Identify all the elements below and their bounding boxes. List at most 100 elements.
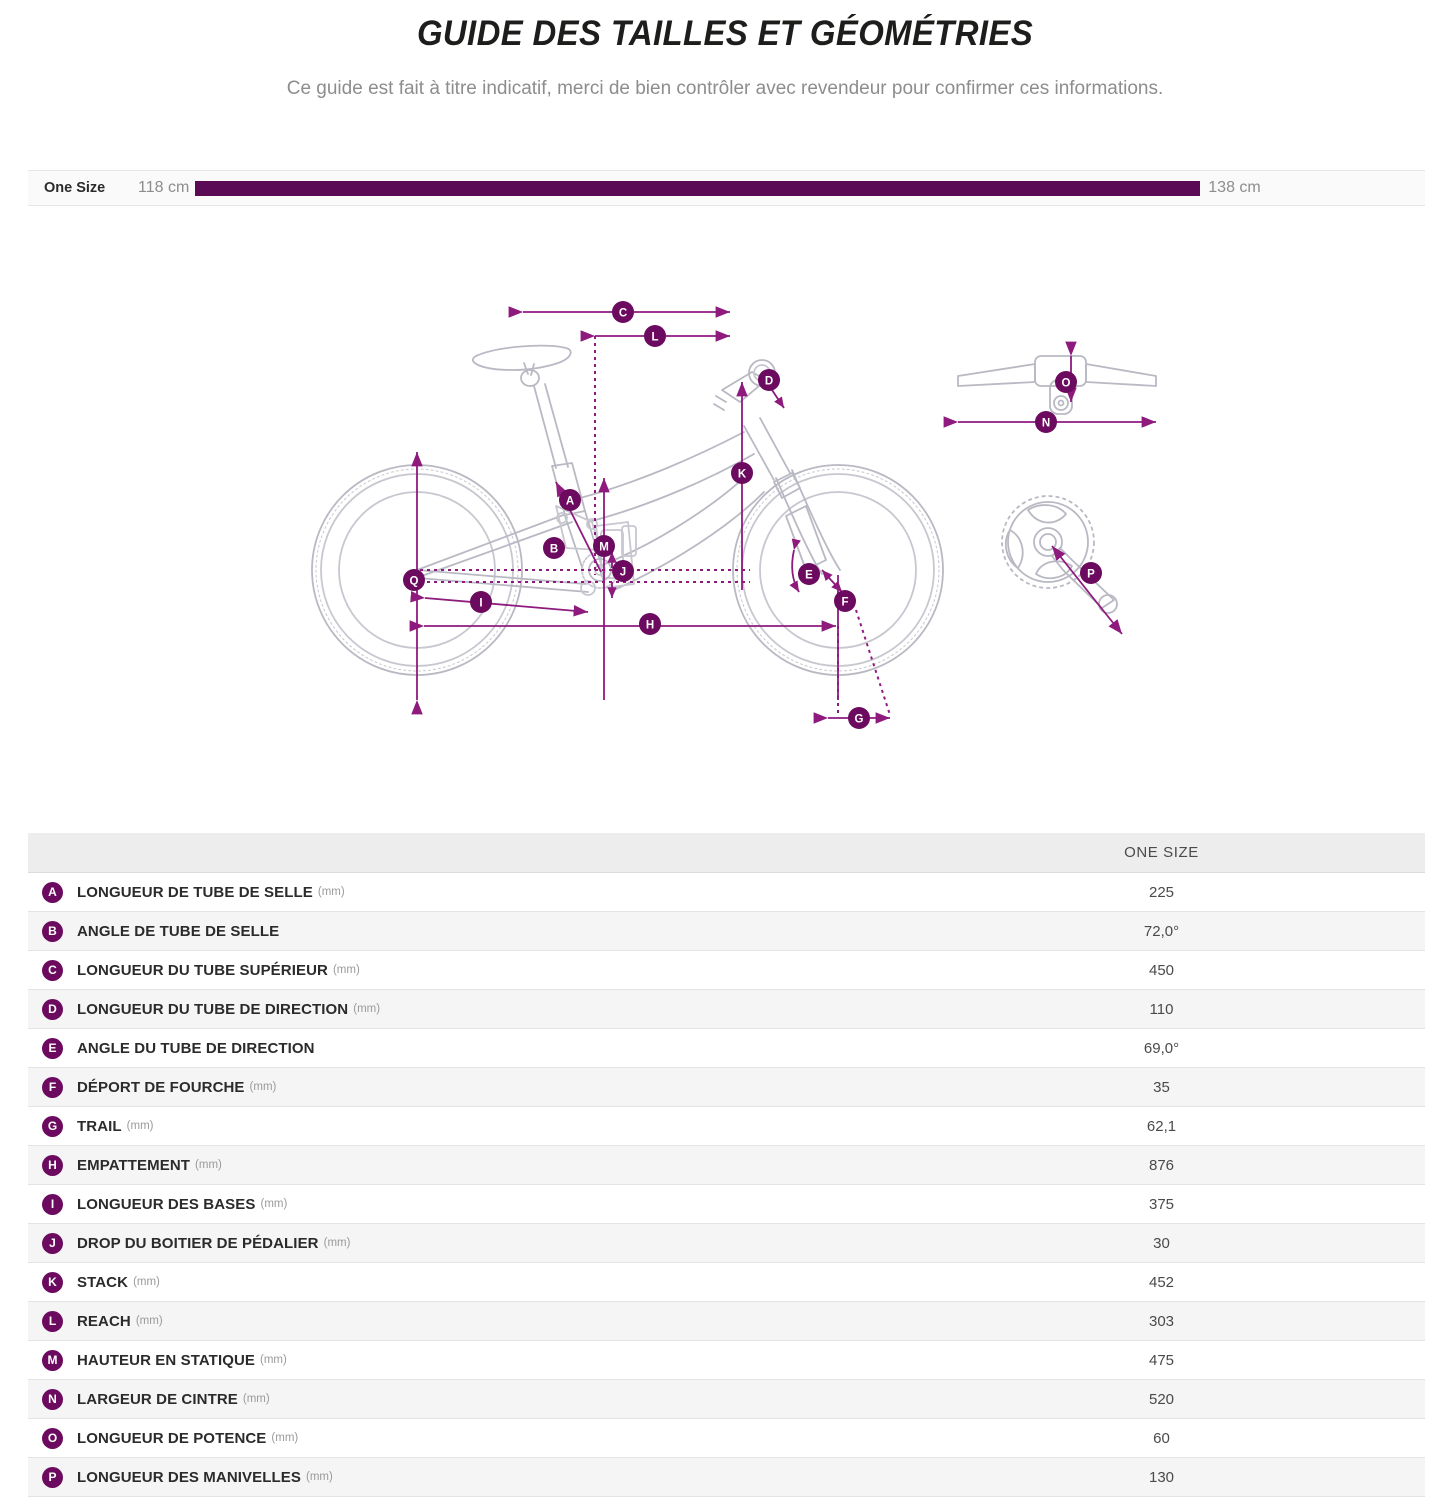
row-label-cell: E ANGLE DU TUBE DE DIRECTION [28, 1028, 898, 1068]
svg-text:G: G [855, 714, 864, 726]
diagram-badge-e: E [798, 563, 820, 585]
svg-text:D: D [765, 376, 773, 388]
row-value: 30 [898, 1223, 1425, 1263]
row-value: 72,0° [898, 911, 1425, 951]
svg-text:B: B [550, 544, 558, 556]
row-value: 69,0° [898, 1028, 1425, 1068]
row-value: 110 [898, 989, 1425, 1029]
row-name: LONGUEUR DU TUBE SUPÉRIEUR [77, 961, 328, 979]
diagram-badge-g: G [848, 707, 870, 729]
row-badge: H [42, 1154, 63, 1176]
row-name: ANGLE DE TUBE DE SELLE [77, 922, 280, 940]
row-label-cell: M HAUTEUR EN STATIQUE (mm) [28, 1340, 898, 1380]
table-row: N LARGEUR DE CINTRE (mm) 520 [28, 1379, 1425, 1419]
table-row: B ANGLE DE TUBE DE SELLE 72,0° [28, 911, 1425, 951]
row-badge: E [42, 1037, 63, 1059]
table-row: H EMPATTEMENT (mm) 876 [28, 1145, 1425, 1185]
table-row: P LONGUEUR DES MANIVELLES (mm) 130 [28, 1457, 1425, 1497]
row-badge: J [42, 1232, 63, 1254]
row-name: TRAIL [77, 1117, 122, 1135]
diagram-badge-o: O [1055, 371, 1077, 393]
row-value: 130 [898, 1457, 1425, 1497]
row-unit: (mm) [133, 1276, 160, 1288]
row-badge: L [42, 1310, 63, 1332]
row-unit: (mm) [135, 1315, 163, 1327]
svg-text:L: L [651, 332, 658, 344]
svg-text:N: N [1042, 418, 1050, 430]
diagram-badge-d: D [758, 369, 780, 391]
row-badge: M [42, 1349, 63, 1371]
row-name: STACK [77, 1273, 129, 1291]
row-badge: G [42, 1115, 63, 1137]
row-label-cell: J DROP DU BOITIER DE PÉDALIER (mm) [28, 1223, 898, 1263]
row-name: REACH [77, 1312, 131, 1330]
row-label-cell: B ANGLE DE TUBE DE SELLE [28, 911, 898, 951]
row-label-cell: N LARGEUR DE CINTRE (mm) [28, 1379, 898, 1419]
diagram-badge-p: P [1080, 562, 1102, 584]
row-unit: (mm) [305, 1471, 333, 1483]
crankset-inset-outline [1001, 495, 1118, 614]
row-name: LONGUEUR DE TUBE DE SELLE [77, 883, 313, 901]
diagram-badge-b: B [543, 537, 565, 559]
size-min-label: 118 cm [138, 179, 190, 196]
row-badge: P [42, 1466, 63, 1488]
row-label-cell: F DÉPORT DE FOURCHE (mm) [28, 1067, 898, 1107]
row-name: ANGLE DU TUBE DE DIRECTION [77, 1039, 315, 1057]
row-unit: (mm) [126, 1120, 154, 1132]
row-value: 450 [898, 950, 1425, 990]
table-row: C LONGUEUR DU TUBE SUPÉRIEUR (mm) 450 [28, 950, 1425, 990]
row-unit: (mm) [271, 1432, 299, 1444]
svg-text:F: F [841, 597, 848, 609]
svg-text:C: C [619, 308, 627, 320]
table-row: D LONGUEUR DU TUBE DE DIRECTION (mm) 110 [28, 989, 1425, 1029]
page-title: GUIDE DES TAILLES ET GÉOMÉTRIES [416, 14, 1034, 53]
diagram-badge-k: K [731, 462, 753, 484]
row-badge: N [42, 1388, 63, 1410]
row-name: DROP DU BOITIER DE PÉDALIER [77, 1234, 319, 1252]
row-label-cell: A LONGUEUR DE TUBE DE SELLE (mm) [28, 872, 898, 912]
diagram-badge-f: F [834, 590, 856, 612]
row-unit: (mm) [332, 964, 360, 976]
diagram-badge-l: L [644, 325, 666, 347]
table-row: L REACH (mm) 303 [28, 1301, 1425, 1341]
row-label-cell: I LONGUEUR DES BASES (mm) [28, 1184, 898, 1224]
row-value: 520 [898, 1379, 1425, 1419]
row-badge: D [42, 998, 63, 1020]
column-header-one-size: ONE SIZE [898, 833, 1425, 873]
diagram-badge-i: I [470, 591, 492, 613]
row-value: 876 [898, 1145, 1425, 1185]
svg-text:O: O [1062, 378, 1071, 390]
row-name: LONGUEUR DES BASES [77, 1195, 256, 1213]
size-range-row: One Size 118 cm 138 cm [28, 170, 1425, 206]
row-name: LARGEUR DE CINTRE [77, 1390, 238, 1408]
row-unit: (mm) [260, 1198, 288, 1210]
row-name: HAUTEUR EN STATIQUE [77, 1351, 256, 1369]
row-value: 62,1 [898, 1106, 1425, 1146]
row-label-cell: H EMPATTEMENT (mm) [28, 1145, 898, 1185]
row-name: DÉPORT DE FOURCHE [77, 1078, 245, 1096]
row-badge: K [42, 1271, 63, 1293]
table-row: E ANGLE DU TUBE DE DIRECTION 69,0° [28, 1028, 1425, 1068]
row-name: LONGUEUR DE POTENCE [77, 1429, 267, 1447]
geometry-table: ONE SIZE A LONGUEUR DE TUBE DE SELLE (mm) 2… [28, 833, 1425, 1497]
row-value: 452 [898, 1262, 1425, 1302]
row-name: EMPATTEMENT [77, 1156, 191, 1174]
diagram-badges: C L D K A B M J Q I H E F G N O P [403, 301, 1102, 729]
table-row: O LONGUEUR DE POTENCE (mm) 60 [28, 1418, 1425, 1458]
svg-text:H: H [646, 620, 654, 632]
row-label-cell: P LONGUEUR DES MANIVELLES (mm) [28, 1457, 898, 1497]
table-row: J DROP DU BOITIER DE PÉDALIER (mm) 30 [28, 1223, 1425, 1263]
table-row: A LONGUEUR DE TUBE DE SELLE (mm) 225 [28, 872, 1425, 912]
row-label-cell: D LONGUEUR DU TUBE DE DIRECTION (mm) [28, 989, 898, 1029]
row-badge: I [42, 1193, 63, 1215]
row-label-cell: O LONGUEUR DE POTENCE (mm) [28, 1418, 898, 1458]
row-unit: (mm) [260, 1354, 287, 1366]
table-row: I LONGUEUR DES BASES (mm) 375 [28, 1184, 1425, 1224]
table-header-row: ONE SIZE [28, 833, 1425, 873]
svg-text:A: A [566, 496, 574, 508]
bike-frame-outline [311, 344, 944, 676]
geometry-diagram: C L D K A B M J Q I H E F G N O P [0, 230, 1450, 800]
row-name: LONGUEUR DES MANIVELLES [77, 1468, 301, 1486]
diagram-badge-c: C [612, 301, 634, 323]
row-value: 60 [898, 1418, 1425, 1458]
